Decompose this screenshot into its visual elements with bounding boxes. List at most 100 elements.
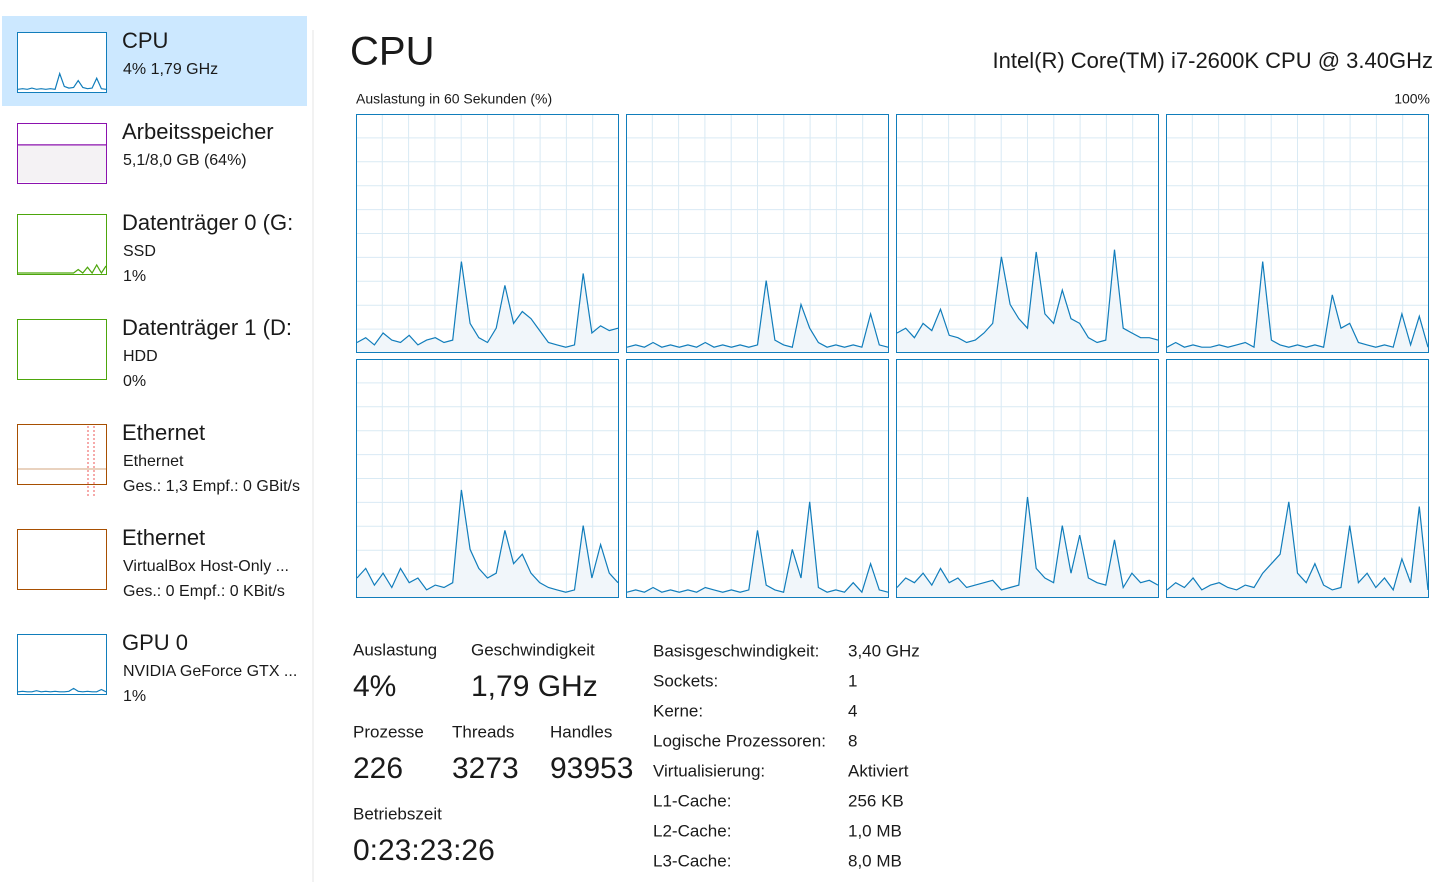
- item-detail: 5,1/8,0 GB (64%): [123, 152, 247, 169]
- thumbnail: [17, 32, 107, 93]
- item-detail: 4% 1,79 GHz: [123, 61, 218, 78]
- thumbnail: [17, 529, 107, 590]
- graph-border: [1166, 359, 1429, 598]
- graph-area: [357, 261, 618, 352]
- detail-value: 4: [848, 701, 857, 720]
- detail-label: L1-Cache:: [653, 791, 731, 810]
- sidebar-item[interactable]: Datenträger 0 (G: SSD 1%: [17, 210, 294, 285]
- graph-border: [1166, 114, 1429, 353]
- item-detail: VirtualBox Host-Only ...: [123, 558, 289, 575]
- item-detail: 0%: [123, 373, 146, 390]
- detail-label: Logische Prozessoren:: [653, 731, 826, 750]
- graph-line: [626, 501, 889, 594]
- item-detail: Ges.: 1,3 Empf.: 0 GBit/s: [123, 478, 300, 495]
- stat-label: Prozesse: [353, 722, 424, 741]
- graph-area: [1167, 501, 1428, 597]
- sidebar-item[interactable]: Ethernet Ethernet Ges.: 1,3 Empf.: 0 GBit/…: [17, 420, 300, 496]
- item-detail: 1%: [123, 688, 146, 705]
- item-detail: HDD: [123, 348, 158, 365]
- graph-line: [896, 249, 1159, 344]
- detail-value: 1: [848, 671, 857, 690]
- detail-label: Virtualisierung:: [653, 761, 765, 780]
- detail-value: 8,0 MB: [848, 851, 902, 870]
- core-graph: [1166, 359, 1429, 598]
- stat-value: 3273: [452, 752, 519, 785]
- thumbnail: [17, 634, 107, 695]
- detail-value: Aktiviert: [848, 761, 909, 780]
- graph-area: [357, 489, 618, 597]
- graph-line: [17, 71, 107, 90]
- detail-value: 1,0 MB: [848, 821, 902, 840]
- graph-border: [356, 114, 619, 353]
- graph-border: [626, 359, 889, 598]
- graph-area: [897, 249, 1158, 352]
- processor-name: Intel(R) Core(TM) i7-2600K CPU @ 3.40GHz: [993, 48, 1433, 73]
- graph-area: [627, 280, 888, 352]
- item-title: Ethernet: [122, 525, 205, 550]
- graph-area: [897, 497, 1158, 597]
- stat-label: Auslastung: [353, 640, 437, 659]
- graph-area: [18, 144, 106, 182]
- core-graph: [896, 359, 1159, 598]
- stat-label: Handles: [550, 722, 612, 741]
- core-graph: [896, 114, 1159, 353]
- detail-label: Basisgeschwindigkeit:: [653, 641, 819, 660]
- sidebar-item[interactable]: GPU 0 NVIDIA GeForce GTX ... 1%: [17, 630, 298, 705]
- thumbnail: [17, 424, 107, 485]
- graph-border: [896, 114, 1159, 353]
- core-graph: [1166, 114, 1429, 353]
- core-graph: [356, 114, 619, 353]
- sidebar-item[interactable]: Ethernet VirtualBox Host-Only ... Ges.: 0 …: [17, 525, 289, 600]
- graph-line: [896, 496, 1159, 591]
- graph-area: [627, 501, 888, 597]
- item-detail: NVIDIA GeForce GTX ...: [123, 663, 297, 680]
- stat-label: Threads: [452, 722, 514, 741]
- graph-border: [356, 359, 619, 598]
- graph-line: [356, 261, 619, 348]
- stat-value: 0:23:23:26: [353, 834, 495, 867]
- item-title: Ethernet: [122, 420, 205, 445]
- stat-label: Betriebszeit: [353, 804, 442, 823]
- detail-label: L2-Cache:: [653, 821, 731, 840]
- core-graph: [356, 359, 619, 598]
- item-detail: 1%: [123, 268, 146, 285]
- stat-value: 4%: [353, 670, 396, 703]
- stat-value: 226: [353, 752, 403, 785]
- core-graph: [626, 114, 889, 353]
- item-detail: Ethernet: [123, 453, 184, 470]
- sidebar: CPU 4% 1,79 GHz Arbeitsspeicher 5,1/8,0 GB …: [17, 28, 300, 705]
- detail-label: Kerne:: [653, 701, 703, 720]
- graph-caption: Auslastung in 60 Sekunden (%): [356, 91, 552, 107]
- stat-value: 1,79 GHz: [471, 670, 598, 703]
- detail-value: 256 KB: [848, 791, 904, 810]
- item-title: Arbeitsspeicher: [122, 119, 274, 144]
- graph-line: [1166, 261, 1429, 349]
- graph-line: [1166, 501, 1429, 592]
- item-title: Datenträger 0 (G:: [122, 210, 293, 235]
- graph-max: 100%: [1394, 91, 1430, 107]
- sidebar-item[interactable]: CPU 4% 1,79 GHz: [17, 28, 219, 93]
- stat-value: 93953: [550, 752, 633, 785]
- item-detail: Ges.: 0 Empf.: 0 KBit/s: [123, 583, 285, 600]
- graph-line: [356, 489, 619, 593]
- graph-line: [18, 263, 107, 275]
- item-title: Datenträger 1 (D:: [122, 315, 292, 340]
- graph-line: [626, 280, 889, 348]
- core-graph: [626, 359, 889, 598]
- stat-label: Geschwindigkeit: [471, 640, 595, 659]
- sidebar-item[interactable]: Datenträger 1 (D: HDD 0%: [17, 315, 292, 390]
- thumbnail: [17, 319, 107, 380]
- detail-value: 3,40 GHz: [848, 641, 920, 660]
- graph-area: [1167, 261, 1428, 352]
- graph-line: [17, 687, 107, 693]
- detail-value: 8: [848, 731, 857, 750]
- item-title: CPU: [122, 28, 168, 53]
- page-title: CPU: [350, 30, 434, 74]
- item-title: GPU 0: [122, 630, 188, 655]
- sidebar-item[interactable]: Arbeitsspeicher 5,1/8,0 GB (64%): [17, 119, 274, 184]
- detail-label: Sockets:: [653, 671, 718, 690]
- graph-border: [626, 114, 889, 353]
- thumbnail: [17, 214, 107, 275]
